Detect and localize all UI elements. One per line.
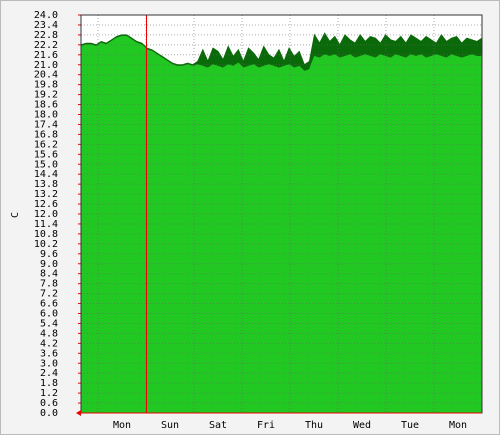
y-tick-label: 18.0 bbox=[34, 110, 58, 121]
y-tick-label: 11.4 bbox=[34, 219, 58, 230]
y-tick-label: 7.8 bbox=[40, 279, 58, 290]
y-tick-label: 15.0 bbox=[34, 159, 58, 170]
y-tick-label: 8.4 bbox=[40, 269, 58, 280]
y-tick-label: 13.2 bbox=[34, 189, 58, 200]
y-tick-label: 24.0 bbox=[34, 10, 58, 21]
y-tick-label: 0.6 bbox=[40, 398, 58, 409]
x-tick-label: Wed bbox=[353, 420, 371, 431]
y-tick-label: 5.4 bbox=[40, 318, 58, 329]
y-tick-label: 10.2 bbox=[34, 239, 58, 250]
y-tick-label: 3.6 bbox=[40, 348, 58, 359]
y-tick-label: 3.0 bbox=[40, 358, 58, 369]
y-tick-label: 22.8 bbox=[34, 30, 58, 41]
y-tick-label: 16.8 bbox=[34, 129, 58, 140]
y-tick-label: 21.0 bbox=[34, 60, 58, 71]
y-tick-label: 17.4 bbox=[34, 119, 58, 130]
y-tick-label: 1.2 bbox=[40, 388, 58, 399]
y-tick-label: 19.8 bbox=[34, 80, 58, 91]
y-tick-label: 2.4 bbox=[40, 368, 58, 379]
x-tick-label: Sat bbox=[209, 420, 227, 431]
y-tick-label: 6.6 bbox=[40, 299, 58, 310]
y-tick-label: 10.8 bbox=[34, 229, 58, 240]
y-tick-label: 7.2 bbox=[40, 289, 58, 300]
y-tick-label: 6.0 bbox=[40, 309, 58, 320]
y-tick-label: 21.6 bbox=[34, 50, 58, 61]
y-tick-label: 23.4 bbox=[34, 20, 58, 31]
x-tick-label: Sun bbox=[161, 420, 179, 431]
y-tick-label: 13.8 bbox=[34, 179, 58, 190]
y-tick-label: 16.2 bbox=[34, 139, 58, 150]
axis-arrow bbox=[76, 410, 81, 416]
y-tick-label: 20.4 bbox=[34, 70, 58, 81]
y-tick-label: 9.0 bbox=[40, 259, 58, 270]
x-tick-label: Thu bbox=[305, 420, 323, 431]
y-tick-label: 4.2 bbox=[40, 338, 58, 349]
x-tick-label: Tue bbox=[401, 420, 419, 431]
y-tick-label: 12.0 bbox=[34, 209, 58, 220]
y-tick-label: 0.0 bbox=[40, 408, 58, 419]
y-tick-label: 19.2 bbox=[34, 90, 58, 101]
y-tick-label: 22.2 bbox=[34, 40, 58, 51]
x-tick-label: Mon bbox=[113, 420, 131, 431]
x-tick-label: Mon bbox=[449, 420, 467, 431]
y-tick-label: 12.6 bbox=[34, 199, 58, 210]
y-tick-label: 9.6 bbox=[40, 249, 58, 260]
x-tick-label: Fri bbox=[257, 420, 275, 431]
area bbox=[80, 36, 483, 414]
y-tick-label: 14.4 bbox=[34, 169, 58, 180]
y-tick-label: 4.8 bbox=[40, 328, 58, 339]
y-tick-label: 18.6 bbox=[34, 100, 58, 111]
y-tick-label: 1.8 bbox=[40, 378, 58, 389]
y-axis-label: C bbox=[10, 212, 21, 218]
y-tick-label: 15.6 bbox=[34, 149, 58, 160]
